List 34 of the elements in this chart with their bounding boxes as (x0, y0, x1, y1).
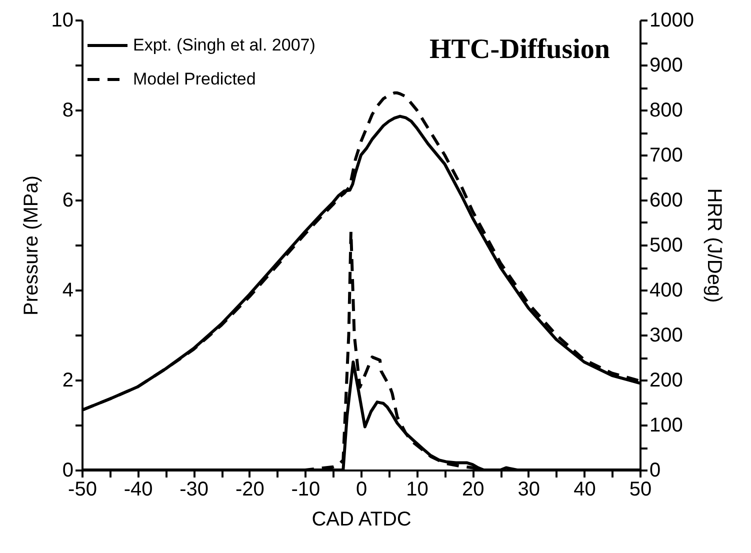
y2-tick-label: 900 (650, 54, 683, 76)
legend-label: Expt. (Singh et al. 2007) (133, 36, 316, 54)
y2-tick-label: 300 (650, 324, 683, 346)
legend-label: Model Predicted (133, 70, 256, 88)
y-tick-label: 0 (62, 460, 74, 482)
text: HTC-Diffusion (430, 34, 610, 65)
y2-tick-label: 100 (650, 414, 683, 436)
x-tick-label: -30 (180, 478, 209, 500)
y2-tick-label: 400 (650, 280, 683, 302)
y2-axis-title: HRR (J/Deg) (702, 188, 725, 303)
x-axis-title: CAD ATDC (312, 508, 412, 530)
y-tick-label: 10 (51, 10, 74, 32)
y2-tick-label: 200 (650, 370, 683, 392)
y-tick-label: 4 (62, 280, 74, 302)
x-tick-label: -20 (235, 478, 264, 500)
x-tick-label: -10 (291, 478, 320, 500)
y2-tick-label: 500 (650, 234, 683, 256)
x-tick-label: 0 (356, 478, 368, 500)
y2-tick-label: 800 (650, 100, 683, 122)
x-tick-label: 30 (518, 478, 540, 500)
y2-tick-label: 700 (650, 144, 683, 166)
x-tick-label: 40 (574, 478, 596, 500)
x-tick-label: 50 (629, 478, 652, 500)
x-tick-label: 10 (406, 478, 428, 500)
x-tick-label: 20 (462, 478, 484, 500)
y2-tick-label: 0 (650, 460, 661, 482)
y-axis-title: Pressure (MPa) (20, 175, 42, 316)
x-tick-label: -40 (124, 478, 153, 500)
x-tick-label: -50 (68, 478, 97, 500)
y-tick-label: 2 (62, 370, 74, 392)
y2-tick-label: 1000 (650, 10, 694, 32)
y2-tick-label: 600 (650, 190, 683, 212)
y-tick-label: 6 (62, 190, 74, 212)
y-tick-label: 8 (62, 100, 74, 122)
